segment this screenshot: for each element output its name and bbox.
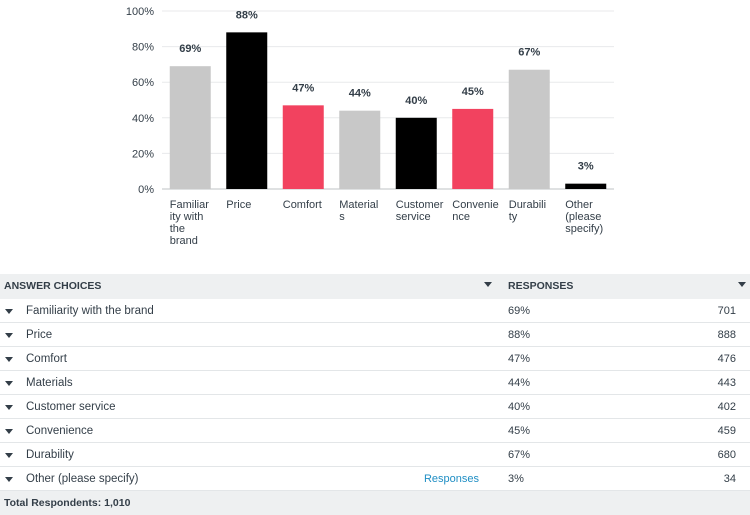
bar <box>339 110 381 189</box>
expand-caret-icon[interactable] <box>5 476 13 482</box>
y-tick-label: 0% <box>138 184 154 196</box>
response-percent: 45% <box>508 424 531 437</box>
y-tick-label: 80% <box>132 42 154 54</box>
table-row: Customer service 40% 402 <box>0 395 750 419</box>
data-label: 67% <box>518 47 540 59</box>
answer-choice-label: Comfort <box>26 352 67 365</box>
expand-caret-icon[interactable] <box>5 380 13 386</box>
table-body: Familiarity with the brand 69% 701 Price 88%… <box>0 299 750 491</box>
response-cell: 69% 701 <box>500 299 750 323</box>
response-count: 459 <box>717 424 736 437</box>
x-tick-label: Other (please specify) <box>565 199 603 235</box>
response-percent: 67% <box>508 448 531 461</box>
response-count: 680 <box>717 448 736 461</box>
answer-choices-header-label: ANSWER CHOICES <box>4 280 102 292</box>
response-cell: 44% 443 <box>500 371 750 395</box>
table-row: Materials 44% 443 <box>0 371 750 395</box>
y-tick-label: 60% <box>132 77 154 89</box>
answer-choice-cell: Comfort <box>0 347 500 371</box>
x-tick-label: Comfort <box>283 199 322 211</box>
answer-choice-cell: Customer service <box>0 395 500 419</box>
answer-choice-label: Durability <box>26 448 74 461</box>
responses-header-label: RESPONSES <box>508 280 574 292</box>
table-row: Other (please specify) Responses 3% 34 <box>0 467 750 491</box>
response-percent: 88% <box>508 328 531 341</box>
data-label: 3% <box>578 161 594 173</box>
response-cell: 3% 34 <box>500 467 750 491</box>
x-tick-label: Familiar ity with the brand <box>170 199 209 247</box>
table-header: ANSWER CHOICES RESPONSES <box>0 274 750 299</box>
response-percent: 40% <box>508 400 531 413</box>
expand-caret-icon[interactable] <box>5 356 13 362</box>
response-percent: 44% <box>508 376 531 389</box>
answer-choice-cell: Durability <box>0 443 500 467</box>
response-count: 443 <box>717 376 736 389</box>
data-label: 47% <box>292 82 314 94</box>
response-count: 888 <box>717 328 736 341</box>
responses-header[interactable]: RESPONSES <box>500 274 750 299</box>
bar <box>508 69 550 189</box>
response-count: 34 <box>723 472 736 485</box>
answer-choice-label: Convenience <box>26 424 94 437</box>
data-label: 45% <box>462 86 484 98</box>
bar <box>226 32 268 189</box>
response-count: 476 <box>717 352 736 365</box>
table-row: Price 88% 888 <box>0 323 750 347</box>
response-percent: 69% <box>508 304 531 317</box>
data-label: 69% <box>179 43 201 55</box>
expand-caret-icon[interactable] <box>5 308 13 314</box>
expand-caret-icon[interactable] <box>5 452 13 458</box>
response-cell: 88% 888 <box>500 323 750 347</box>
answer-choice-label: Familiarity with the brand <box>26 304 154 317</box>
y-tick-label: 40% <box>132 113 154 125</box>
answer-choice-cell: Other (please specify) Responses <box>0 467 500 491</box>
response-count: 701 <box>717 304 736 317</box>
y-tick-label: 20% <box>132 148 154 160</box>
x-tick-label: Material s <box>339 199 378 223</box>
expand-caret-icon[interactable] <box>5 428 13 434</box>
bar <box>565 183 607 189</box>
x-tick-label: Customer service <box>396 199 444 223</box>
answer-choice-label: Materials <box>26 376 73 389</box>
answer-choice-label: Price <box>26 328 53 341</box>
data-label: 40% <box>405 95 427 107</box>
response-cell: 47% 476 <box>500 347 750 371</box>
response-percent: 3% <box>508 472 524 485</box>
total-respondents: Total Respondents: 1,010 <box>0 491 750 515</box>
x-tick-label: Price <box>226 199 251 211</box>
bar <box>282 105 324 189</box>
x-tick-label: Convenie nce <box>452 199 498 223</box>
table-row: Comfort 47% 476 <box>0 347 750 371</box>
bar <box>452 108 494 189</box>
answer-choice-cell: Materials <box>0 371 500 395</box>
response-cell: 45% 459 <box>500 419 750 443</box>
data-label: 44% <box>349 88 371 100</box>
data-label: 88% <box>236 9 258 21</box>
response-cell: 67% 680 <box>500 443 750 467</box>
bar <box>169 66 211 189</box>
answer-choice-cell: Price <box>0 323 500 347</box>
bar <box>395 117 437 189</box>
answer-choice-cell: Convenience <box>0 419 500 443</box>
table-row: Familiarity with the brand 69% 701 <box>0 299 750 323</box>
expand-caret-icon[interactable] <box>5 332 13 338</box>
responses-link[interactable]: Responses <box>423 472 479 485</box>
answer-choice-label: Customer service <box>26 400 116 413</box>
answer-choices-header[interactable]: ANSWER CHOICES <box>0 274 500 299</box>
response-count: 402 <box>717 400 736 413</box>
answer-choice-label: Other (please specify) <box>26 472 139 485</box>
response-percent: 47% <box>508 352 531 365</box>
sort-arrow-icon[interactable] <box>738 282 746 287</box>
y-tick-label: 100% <box>126 6 154 18</box>
responses-table: ANSWER CHOICES RESPONSES Familiarity wit… <box>0 274 750 515</box>
sort-arrow-icon[interactable] <box>484 282 492 287</box>
table-row: Durability 67% 680 <box>0 443 750 467</box>
table-row: Convenience 45% 459 <box>0 419 750 443</box>
x-tick-label: Durabili ty <box>509 199 546 223</box>
expand-caret-icon[interactable] <box>5 404 13 410</box>
response-cell: 40% 402 <box>500 395 750 419</box>
answer-choice-cell: Familiarity with the brand <box>0 299 500 323</box>
bar-chart: 0% 20% 40% 60% 80% 100% 69% Familiar ity with the… <box>126 6 614 247</box>
